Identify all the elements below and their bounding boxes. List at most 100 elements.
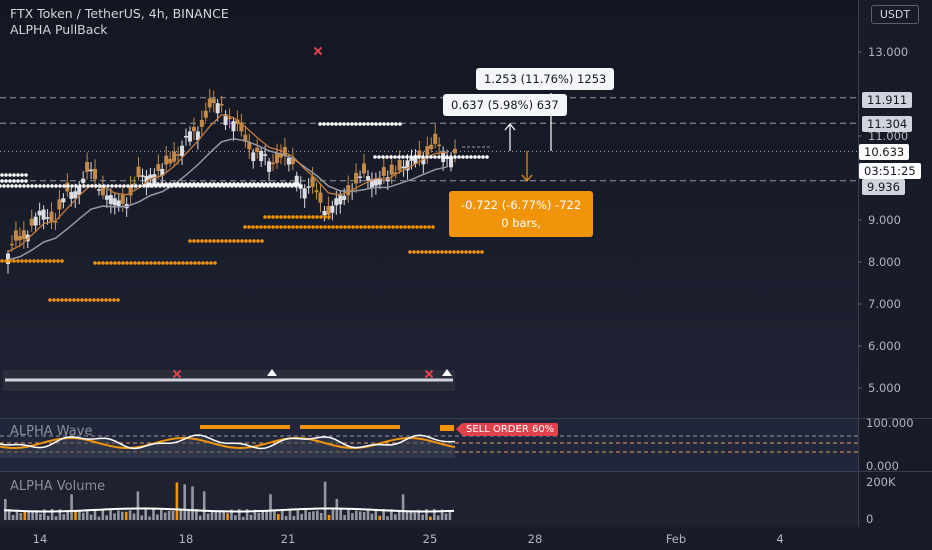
white-dot-level [346, 122, 350, 126]
volume-bar [288, 509, 292, 520]
white-dot-level [298, 184, 302, 188]
symbol-title[interactable]: FTX Token / TetherUS, 4h, BINANCE [10, 6, 229, 21]
candle-body [235, 119, 240, 124]
candle-body [354, 172, 359, 184]
orange-dot-level [36, 259, 40, 263]
volume-bar [339, 509, 342, 520]
candle-body [223, 114, 228, 125]
orange-dot-level [440, 250, 444, 254]
candle-body [243, 134, 248, 142]
candle-body [413, 155, 418, 165]
wave-orange-block [300, 425, 400, 429]
white-dot-level [330, 122, 334, 126]
orange-dot-level [228, 239, 232, 243]
volume-bar [31, 512, 34, 520]
candle-body [199, 119, 204, 127]
candle-body [306, 186, 311, 188]
measure-label-down[interactable]: -0.722 (-6.77%) -722 0 bars, [449, 191, 594, 237]
candle-body [136, 166, 141, 178]
orange-dot-level [291, 225, 295, 229]
measure-arrowhead-down [521, 174, 533, 182]
orange-dot-level [208, 239, 212, 243]
orange-dot-level [295, 215, 299, 219]
candle-body [187, 131, 192, 142]
volume-bar [109, 509, 112, 520]
white-dot-level [24, 173, 28, 177]
candle-body [144, 175, 149, 187]
candle-body [362, 163, 367, 174]
white-dot-level [18, 184, 22, 188]
orange-dot-level [331, 225, 335, 229]
orange-dot-level [267, 215, 271, 219]
white-dot-level [78, 184, 82, 188]
orange-dot-level [204, 239, 208, 243]
white-dot-level [66, 184, 70, 188]
y-tick-label: 9.000 [868, 213, 901, 227]
volume-pane-title[interactable]: ALPHA Volume [10, 479, 106, 494]
white-dot-level [4, 179, 8, 183]
candle-body [271, 162, 276, 165]
white-dot-level [389, 155, 393, 159]
orange-dot-level [60, 298, 64, 302]
orange-dot-level [452, 250, 456, 254]
volume-bar [304, 510, 307, 520]
currency-button[interactable]: USDT [871, 5, 919, 24]
white-dot-level [8, 173, 12, 177]
candle-body [148, 174, 153, 180]
white-dot-level [437, 155, 441, 159]
white-dot-level [206, 184, 210, 188]
volume-bar [15, 509, 19, 520]
volume-bar [191, 486, 194, 520]
orange-dot-level [212, 239, 216, 243]
white-dot-level [134, 184, 138, 188]
orange-dot-level [395, 225, 399, 229]
white-dot-level [138, 184, 142, 188]
white-dot-level [222, 184, 226, 188]
white-dot-level [373, 155, 377, 159]
candle-body [21, 230, 26, 240]
orange-dot-level [224, 239, 228, 243]
candle-body [318, 192, 323, 203]
volume-bar [417, 509, 420, 520]
white-dot-level [30, 184, 34, 188]
orange-dot-level [303, 225, 307, 229]
orange-dot-level [169, 261, 173, 265]
candle-body [172, 151, 177, 162]
orange-dot-level [252, 239, 256, 243]
candle-body [290, 157, 295, 165]
orange-dot-level [243, 225, 247, 229]
volume-bar [199, 515, 202, 520]
candle-body [449, 157, 454, 168]
measure-label-mid[interactable]: 0.637 (5.98%) 637 [443, 94, 567, 116]
white-dot-level [12, 173, 16, 177]
white-dot-level [38, 184, 42, 188]
candle-body [81, 178, 86, 184]
white-dot-level [362, 122, 366, 126]
orange-dot-level [436, 250, 440, 254]
orange-dot-level [351, 225, 355, 229]
white-dot-level [270, 184, 274, 188]
indicator-title[interactable]: ALPHA PullBack [10, 22, 108, 37]
white-dot-level [0, 173, 4, 177]
orange-dot-level [319, 225, 323, 229]
x-tick-label: 14 [33, 532, 48, 546]
white-dot-level [409, 155, 413, 159]
volume-bar [156, 514, 159, 520]
volume-bar [117, 510, 120, 520]
candle-body [231, 121, 236, 132]
volume-bar [78, 510, 81, 520]
wave-pane-title[interactable]: ALPHA Wave [10, 424, 93, 439]
white-dot-level [453, 155, 457, 159]
volume-bar [370, 513, 374, 520]
volume-bar [206, 513, 210, 520]
orange-dot-level [279, 215, 283, 219]
white-dot-level [238, 184, 242, 188]
white-dot-level [322, 122, 326, 126]
white-dot-level [469, 155, 473, 159]
orange-dot-level [129, 261, 133, 265]
candle-body [61, 198, 66, 203]
measure-label-upper[interactable]: 1.253 (11.76%) 1253 [476, 68, 615, 90]
candle-body [17, 235, 22, 241]
